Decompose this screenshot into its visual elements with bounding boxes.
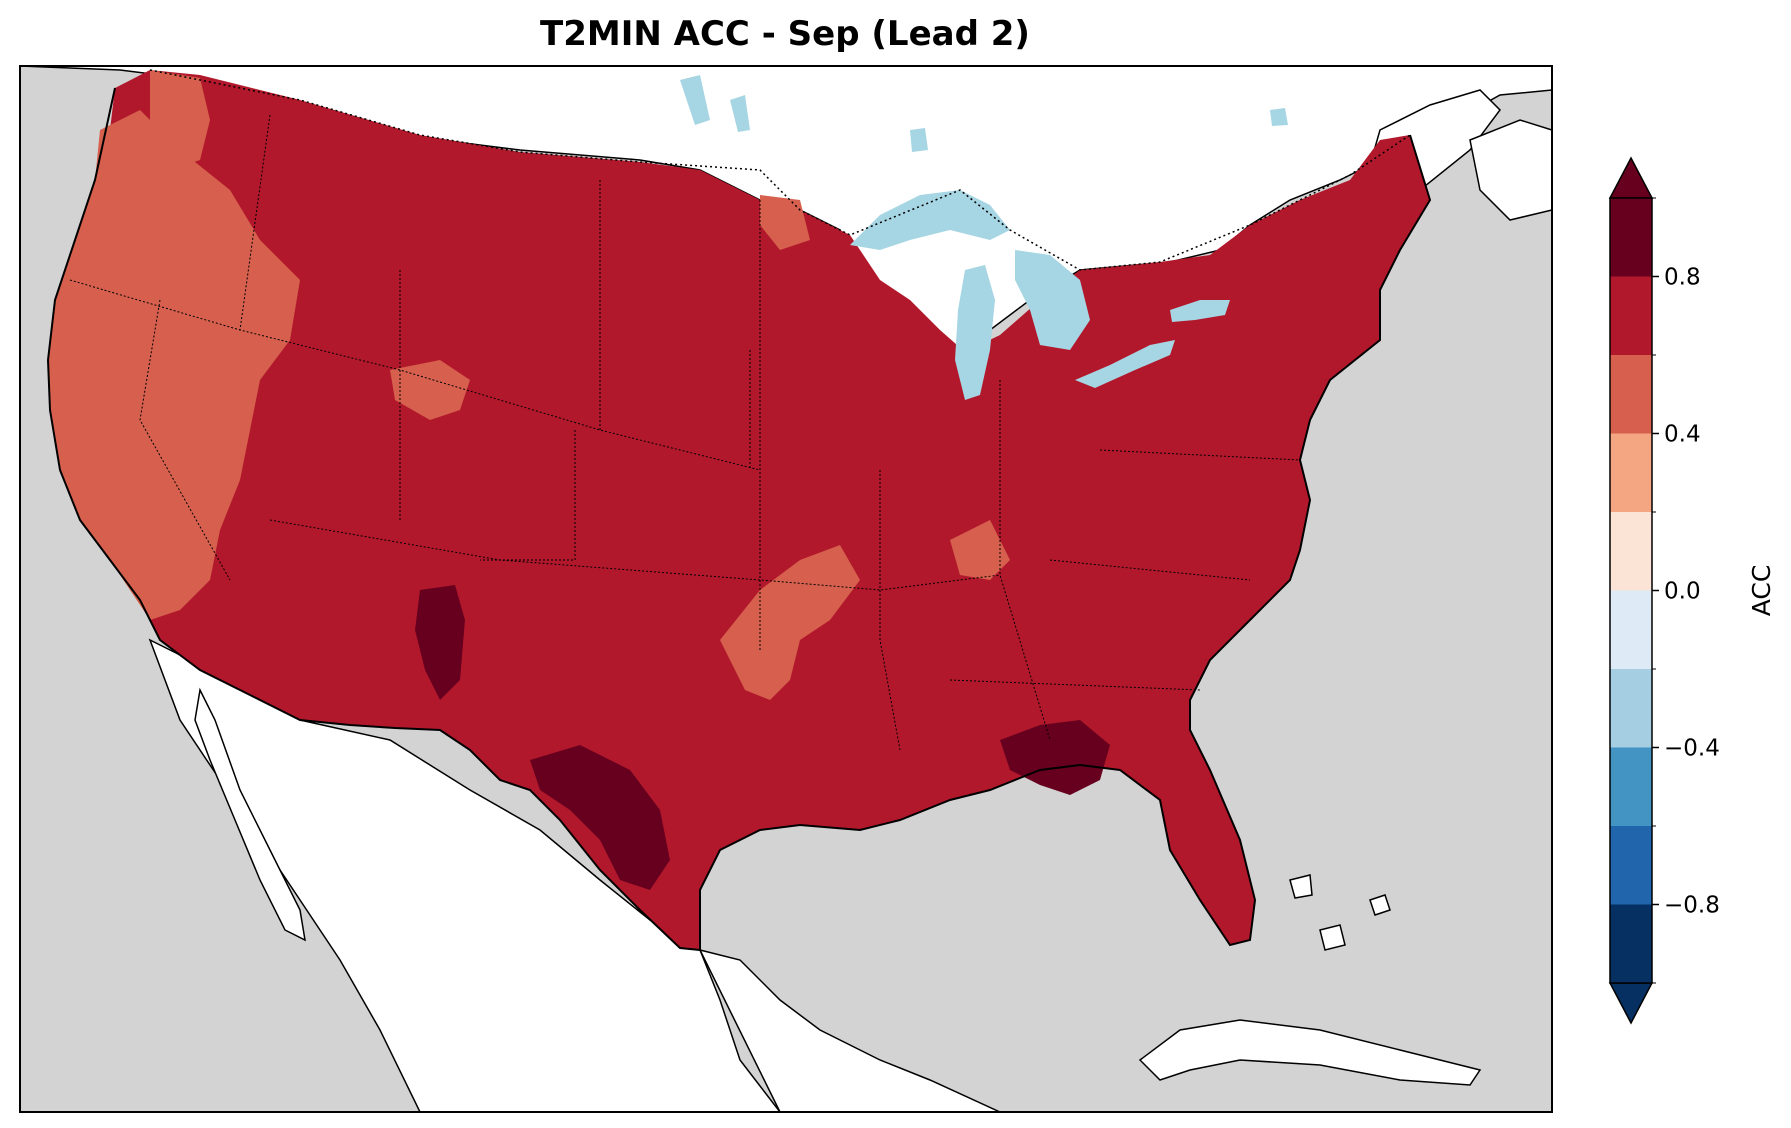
- colorbar-tick-label: 0.4: [1664, 422, 1701, 448]
- colorbar-bin: [1610, 826, 1652, 905]
- colorbar-bin: [1610, 590, 1652, 670]
- colorbar: 0.8 0.4 0.0 −0.4 −0.8 ACC: [1608, 156, 1776, 1025]
- yucatan-land: [698, 948, 1001, 1112]
- west-coast-band: [48, 110, 300, 620]
- bahamas-land: [1289, 874, 1391, 951]
- new-mexico-patch: [415, 585, 465, 700]
- pacific-northwest-patch: [150, 70, 210, 170]
- colorbar-bin: [1610, 512, 1652, 591]
- us-canada-border: [149, 69, 1411, 271]
- baja-land: [194, 687, 306, 942]
- south-texas-patch: [530, 745, 670, 890]
- newfoundland-land: [1469, 119, 1552, 221]
- lake-michigan: [955, 265, 995, 400]
- map-title: T2MIN ACC - Sep (Lead 2): [540, 14, 1030, 54]
- colorbar-bin: [1610, 433, 1652, 513]
- colorbar-extend-high: [1608, 156, 1654, 199]
- colorbar-tick-label: 0.0: [1664, 579, 1701, 605]
- lake-superior: [850, 190, 1010, 250]
- lake-ontario: [1170, 300, 1230, 322]
- cuba-land: [1138, 1019, 1482, 1086]
- southern-plains-patch: [720, 545, 860, 700]
- colorbar-bin: [1610, 355, 1652, 434]
- gulf-coast-patch: [1000, 720, 1110, 795]
- lake-huron: [1015, 250, 1090, 350]
- colorbar-tick-label: 0.8: [1664, 265, 1701, 291]
- map-frame: [19, 65, 1553, 1113]
- colorbar-extend-low: [1608, 982, 1654, 1025]
- colorbar-label: ACC: [1747, 565, 1776, 617]
- colorbar-bin: [1610, 669, 1652, 748]
- colorbar-bin: [1610, 198, 1652, 277]
- state-borders: [69, 114, 1301, 751]
- colorbar-bin: [1610, 904, 1652, 984]
- colorbar-bin: [1610, 276, 1652, 356]
- colorbar-tick-label: −0.8: [1664, 893, 1720, 919]
- colorbar-tick-label: −0.4: [1664, 736, 1720, 762]
- coastline: [46, 87, 1432, 952]
- colorbar-bin: [1610, 747, 1652, 827]
- lake-erie: [1075, 340, 1175, 388]
